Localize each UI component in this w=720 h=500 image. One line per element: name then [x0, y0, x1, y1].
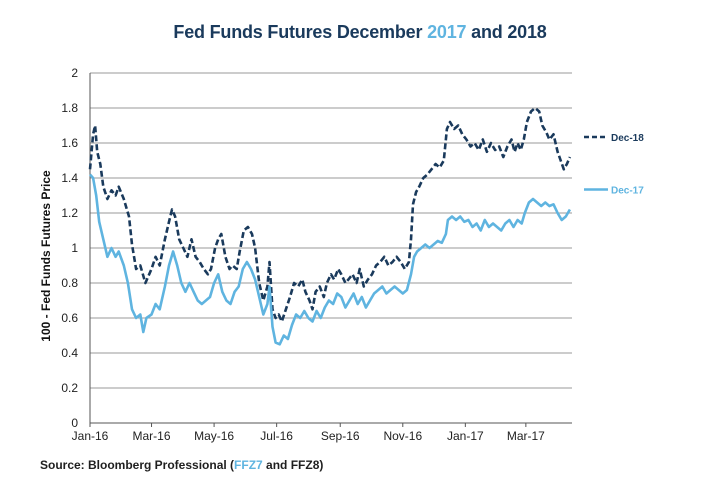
title-part-1: Fed Funds Futures December	[173, 22, 428, 42]
legend-label-dec-17: Dec-17	[611, 186, 644, 197]
x-tick-label: Jul-16	[260, 429, 293, 443]
y-tick-label: 1	[71, 241, 78, 255]
y-tick-label: 0.8	[61, 276, 78, 290]
y-tick-label: 0.6	[61, 311, 78, 325]
line-chart: 0 0.2 0.4 0.6 0.8 1 1.2 1.4 1.6 1.8 2 Jan-16 Mar-16…	[39, 66, 644, 443]
legend: Dec-18 Dec-17	[584, 133, 644, 197]
y-tick-label: 1.4	[61, 171, 78, 185]
series-lines	[88, 106, 572, 346]
x-tick-label: Sep-16	[321, 429, 360, 443]
y-tick-label: 1.8	[61, 101, 78, 115]
x-tick-label: May-16	[194, 429, 234, 443]
x-axis-ticks: Jan-16 Mar-16 May-16 Jul-16 Sep-16 Nov-16 Jan-…	[72, 423, 545, 443]
source-note: Source: Bloomberg Professional (FFZ7 and…	[40, 458, 323, 472]
series-line-dec-18	[88, 106, 572, 323]
x-tick-label: Jan-17	[447, 429, 484, 443]
y-tick-label: 2	[71, 66, 78, 80]
series-line-dec-17	[89, 173, 572, 346]
x-tick-label: Mar-17	[507, 429, 545, 443]
source-tickers: FFZ7	[234, 458, 263, 472]
x-tick-label: Jan-16	[72, 429, 109, 443]
y-tick-label: 0.4	[61, 346, 78, 360]
x-tick-label: Mar-16	[133, 429, 171, 443]
y-tick-label: 0.2	[61, 381, 78, 395]
title-part-2017: 2017	[427, 22, 467, 42]
y-axis-label: 100 - Fed Funds Futures Price	[39, 170, 53, 342]
x-tick-label: Nov-16	[383, 429, 422, 443]
y-tick-label: 1.2	[61, 206, 78, 220]
y-tick-label: 1.6	[61, 136, 78, 150]
title-part-3: and 2018	[466, 22, 547, 42]
source-suffix: and FFZ8)	[262, 458, 324, 472]
y-axis-ticks: 0 0.2 0.4 0.6 0.8 1 1.2 1.4 1.6 1.8 2	[61, 66, 78, 430]
source-prefix: Source: Bloomberg Professional (	[40, 458, 235, 472]
legend-label-dec-18: Dec-18	[611, 133, 644, 144]
chart-title: Fed Funds Futures December 2017 and 2018	[0, 22, 720, 43]
y-tick-label: 0	[71, 416, 78, 430]
